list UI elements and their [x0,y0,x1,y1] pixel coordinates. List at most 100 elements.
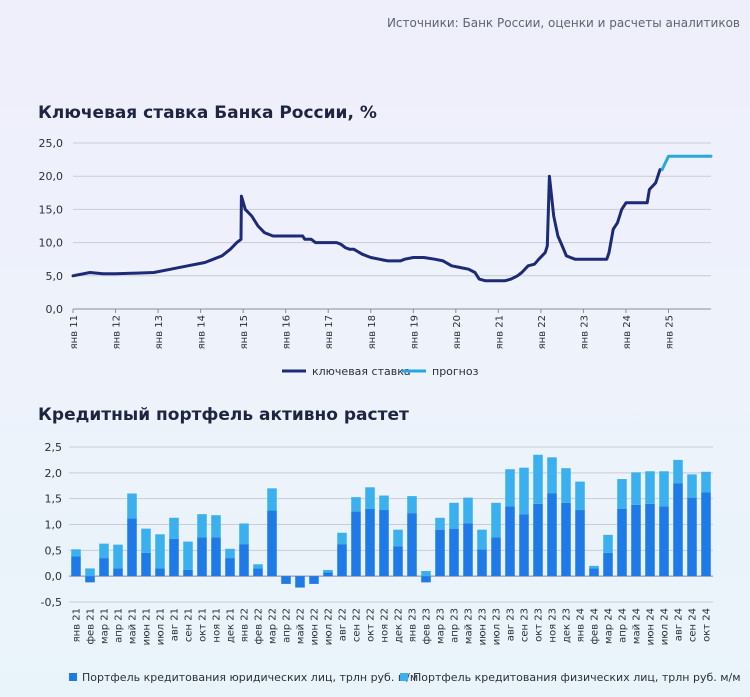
bar-retail [351,497,361,512]
bar-retail [547,457,557,494]
x-tick-label: янв 19 [409,315,420,349]
bar-retail [267,488,277,511]
bar-business [309,576,319,584]
x-tick-label: сен 24 [688,608,699,642]
bar-business [463,523,473,577]
bar-business [71,556,81,577]
legend-label: Портфель кредитования физических лиц, тр… [413,671,741,684]
y-tick-label: 1,0 [45,519,63,532]
x-tick-label: янв 22 [537,315,548,349]
x-tick-label: янв 16 [282,315,293,349]
bar-business [169,538,179,577]
source-note: Источники: Банк России, оценки и расчеты… [386,16,740,30]
bar-retail [505,469,515,507]
x-tick-label: окт 24 [702,608,713,642]
y-tick-label: 1,5 [45,493,63,506]
bar-retail [519,467,529,515]
bar-business [673,483,683,577]
x-tick-label: янв 21 [494,315,505,349]
y-tick-label: 2,5 [45,441,63,454]
bar-business [449,528,459,577]
y-tick-label: -0,5 [41,596,62,609]
bar-business [477,549,487,577]
legend-label: прогноз [432,365,479,378]
bar-business [225,558,235,577]
x-tick-label: янв 11 [69,315,80,349]
x-tick-label: дек 23 [562,608,573,643]
bar-business [533,503,543,577]
bar-business [631,504,641,577]
bar-business [141,552,151,577]
bar-retail [631,472,641,505]
bar-retail [491,502,501,538]
bar-retail [659,471,669,507]
x-tick-label: янв 21 [72,608,83,642]
bar-retail [197,514,207,538]
bar-business [435,529,445,577]
bar-business [659,506,669,577]
bar-business [253,568,263,577]
x-tick-label: июн 24 [646,608,657,645]
x-tick-label: июл 22 [324,608,335,645]
bar-retail [113,544,123,569]
x-tick-label: янв 25 [665,315,676,349]
bar-retail [365,487,375,509]
bar-retail [617,479,627,509]
x-tick-label: май 24 [632,608,643,644]
bar-business [85,576,95,583]
x-tick-label: янв 22 [240,608,251,642]
key-rate-chart-title: Ключевая ставка Банка России, % [38,103,377,123]
bar-business [281,576,291,584]
bar-retail [169,517,179,539]
bar-business [701,492,711,577]
x-tick-label: мар 21 [100,608,111,644]
bar-retail [575,481,585,511]
bar-retail [323,569,333,573]
x-tick-label: ноя 22 [380,608,391,643]
y-tick-label: 5,0 [46,270,64,283]
x-tick-label: янв 24 [576,608,587,642]
credit-chart-title: Кредитный портфель активно растет [38,405,409,425]
x-tick-label: мар 22 [268,608,279,644]
x-tick-label: апр 23 [450,608,461,643]
x-tick-label: ноя 23 [548,608,559,643]
x-tick-label: апр 22 [282,608,293,643]
y-tick-label: 20,0 [39,170,64,183]
x-tick-label: сен 23 [520,608,531,642]
x-tick-label: янв 23 [408,608,419,642]
bar-business [183,569,193,577]
x-tick-label: сен 21 [184,608,195,642]
bar-business [561,502,571,577]
x-tick-label: апр 24 [618,608,629,643]
x-tick-label: янв 18 [367,315,378,349]
x-tick-label: авг 22 [338,608,349,641]
bar-retail [253,564,263,569]
bar-business [547,493,557,577]
bar-retail [449,502,459,529]
x-tick-label: окт 22 [366,608,377,642]
bar-retail [379,495,389,511]
bar-business [617,509,627,577]
x-tick-label: апр 21 [114,608,125,643]
legend-label: ключевая ставка [312,365,411,378]
bar-business [393,546,403,577]
bar-business [127,518,137,577]
bar-business [687,497,697,577]
y-tick-label: 0,5 [45,544,63,557]
x-tick-label: май 21 [128,608,139,644]
y-tick-label: 2,0 [45,467,63,480]
bar-business [211,537,221,577]
legend-label: Портфель кредитования юридических лиц, т… [82,671,418,684]
bar-retail [673,459,683,484]
bar-retail [393,529,403,547]
x-tick-label: янв 17 [324,315,335,349]
x-tick-label: янв 12 [112,315,123,349]
x-tick-label: фев 22 [254,608,265,645]
bar-business [337,544,347,577]
bar-retail [211,515,221,538]
bar-business [491,537,501,577]
x-tick-label: июл 24 [660,608,671,645]
y-tick-label: 0,0 [45,570,63,583]
bar-retail [645,471,655,504]
x-tick-label: авг 24 [674,608,685,641]
